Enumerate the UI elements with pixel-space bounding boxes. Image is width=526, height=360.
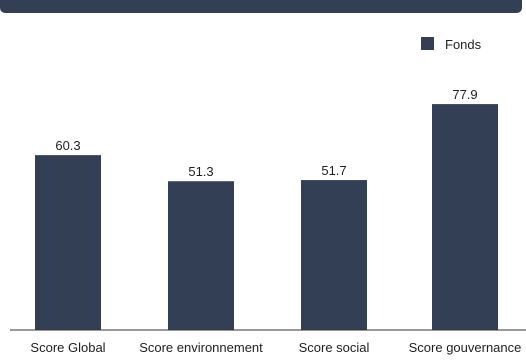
legend: Fonds [421,37,482,52]
data-label-2: 51.3 [188,164,213,179]
header-banner [0,0,522,13]
bar-4 [432,104,498,330]
legend-swatch [421,37,434,50]
legend-label: Fonds [445,37,482,52]
data-label-1: 60.3 [55,138,80,153]
x-tick-label-4: Score gouvernance [409,340,522,355]
x-tick-label-1: Score Global [30,340,105,355]
x-tick-label-2: Score environnement [139,340,263,355]
data-label-3: 51.7 [321,163,346,178]
bar-2 [168,181,234,330]
bar-1 [35,155,101,330]
x-tick-label-3: Score social [299,340,370,355]
data-label-4: 77.9 [452,87,477,102]
bar-3 [301,180,367,330]
